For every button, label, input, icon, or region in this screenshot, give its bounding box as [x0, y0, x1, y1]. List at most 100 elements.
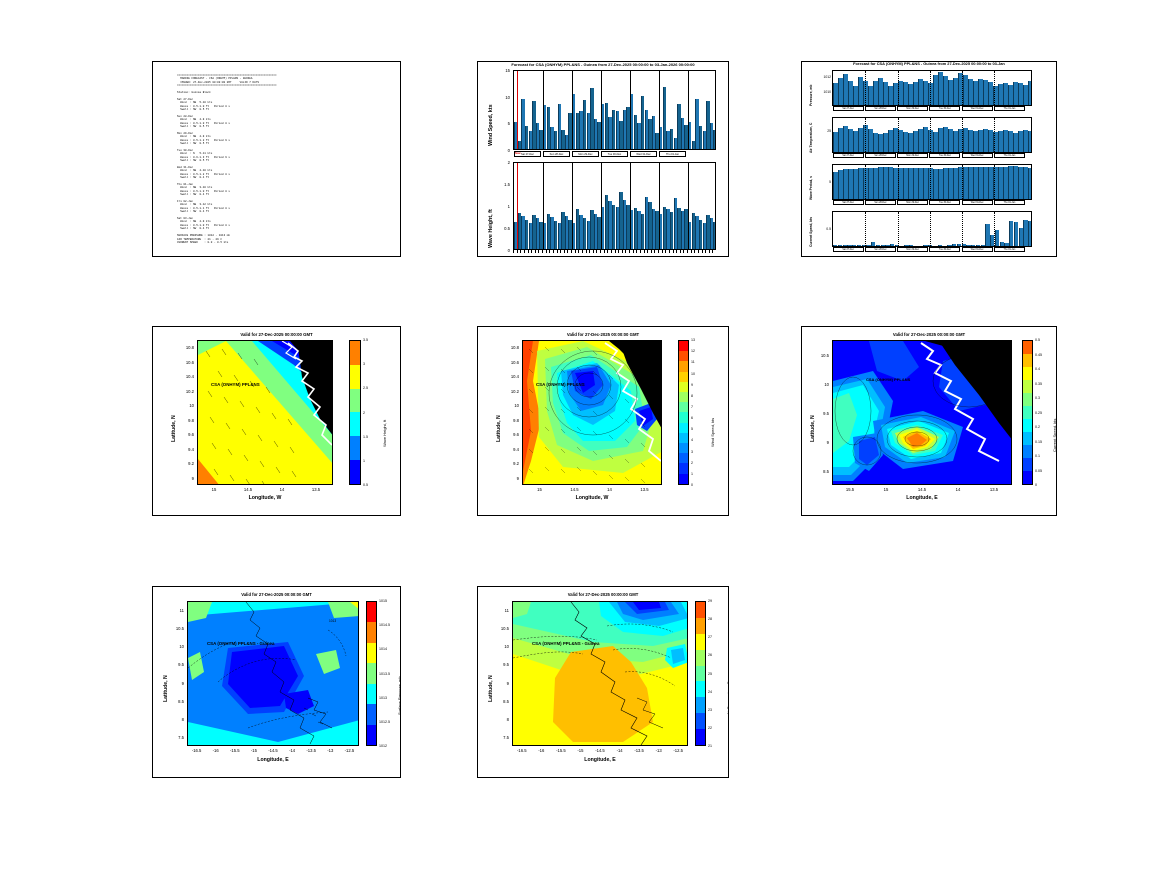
bar: [644, 197, 648, 249]
day-divider: [865, 118, 867, 152]
day-label-box: Sat 27-Dec: [832, 105, 864, 111]
report-line: Swell : SW 0.4 ft: [177, 210, 210, 214]
map-xtick: -15: [250, 748, 257, 753]
bar: [615, 110, 619, 149]
bar: [514, 221, 518, 249]
colorbar-tick: 1.5: [363, 434, 368, 439]
bar: [702, 131, 706, 149]
map-ytick: 10.6: [185, 359, 194, 365]
bar: [662, 87, 666, 149]
day-divider: [897, 71, 899, 105]
current-map-ylabel: Latitude, N: [810, 415, 816, 442]
day-separator: [572, 163, 573, 249]
colorbar-tick: 0: [691, 483, 693, 487]
colorbar-tick: 0.05: [1035, 468, 1042, 473]
wave-period-bars: [833, 165, 1031, 199]
bar: [888, 130, 893, 152]
map-ytick: 9: [506, 680, 509, 686]
day-divider: [994, 71, 996, 105]
bar: [880, 245, 885, 246]
bar: [706, 101, 710, 149]
wave-map-colorbar-label: Wave Height, ft: [382, 419, 387, 447]
panel-wind-wave-timeseries: Forecast for CSA (ONHYM) PPL&NS - Guinea…: [477, 61, 729, 257]
chart-title-current-map: Valid for 27-Dec-2025 00:00:00 GMT: [892, 332, 966, 337]
bar: [838, 128, 843, 152]
bar: [662, 206, 666, 249]
bar: [1023, 130, 1028, 152]
bar: [550, 126, 554, 149]
report-line: MARINE FORECAST - CSA (ONHYM) PPL&NS - G…: [177, 77, 253, 81]
bar: [557, 223, 561, 249]
map-xtick: -13: [327, 748, 334, 753]
bar: [878, 78, 883, 105]
bar: [622, 199, 627, 249]
bar: [702, 222, 706, 249]
wave-ytick: 0: [507, 247, 510, 253]
bar: [680, 117, 685, 149]
map-ytick: 9.5: [503, 662, 509, 668]
colorbar-tick: 2: [691, 460, 693, 465]
chart-title-met: Forecast for CSA (ONHYM) PPL&NS - Guinea…: [853, 61, 1005, 66]
bar: [988, 167, 993, 199]
bar: [883, 81, 888, 105]
report-line: Swell : SW 0.5 ft: [177, 142, 210, 146]
map-ytick: 10.2: [510, 388, 519, 394]
map-xtick: -16.5: [517, 748, 527, 753]
pressure-map-plot: [187, 601, 359, 746]
bar: [564, 134, 569, 149]
bar: [980, 244, 985, 246]
bar: [933, 168, 938, 199]
bar: [680, 211, 685, 249]
panel-wind-speed-map: Valid for 27-Dec-2025 00:00:00 GMT: [477, 326, 729, 516]
bar: [1009, 220, 1014, 246]
colorbar-segment: [1023, 432, 1032, 445]
bar: [893, 83, 898, 105]
bar: [1018, 166, 1023, 199]
bar: [933, 131, 938, 152]
report-line: Waves : 0.5-1.0 ft Period 8 s: [177, 121, 231, 125]
day-label-box: Tue 30-Dec: [929, 246, 961, 252]
map-ytick: 10.4: [185, 374, 194, 380]
bar: [853, 131, 858, 152]
bar: [524, 125, 529, 149]
bar: [666, 131, 670, 149]
day-divider: [962, 165, 963, 199]
bar: [673, 197, 677, 249]
bar: [619, 191, 623, 249]
bar: [843, 125, 848, 152]
day-label-box: Sat 27-Dec: [832, 246, 864, 252]
bar: [966, 244, 971, 246]
bar: [913, 168, 918, 199]
colorbar-segment: [1023, 354, 1032, 367]
bar: [590, 88, 594, 149]
day-divider: [865, 71, 867, 105]
map-xtick: -16.5: [191, 748, 202, 753]
bar: [709, 123, 714, 149]
colorbar-tick: 0.25: [1035, 410, 1042, 415]
bar: [978, 79, 983, 105]
colorbar-segment: [696, 729, 705, 745]
bar: [938, 168, 943, 199]
bar: [847, 244, 852, 246]
wave-map-plot: [197, 340, 333, 485]
bar: [958, 73, 963, 105]
airtemp-map-colorbar: [695, 601, 706, 746]
map-xtick: 13.5: [311, 487, 321, 492]
colorbar-tick: 24: [708, 689, 712, 694]
map-ytick: 10: [504, 644, 509, 650]
bar: [564, 216, 569, 249]
bar: [985, 223, 990, 246]
bar: [894, 245, 900, 246]
airtemp-map-colorbar-label: Air Temperature, C: [726, 682, 729, 716]
bar: [517, 141, 521, 149]
bar: [858, 76, 863, 105]
report-line: Waves : 0.5-1.2 ft Period 9 s: [177, 138, 231, 142]
map-xtick: 15.5: [845, 487, 855, 492]
map-xtick: -16: [538, 748, 545, 753]
bar: [948, 168, 953, 199]
report-line: Swell : SW 0.4 ft: [177, 176, 210, 180]
bar: [1028, 220, 1031, 246]
map-ytick: 10: [179, 644, 184, 650]
colorbar-tick: 10: [691, 371, 695, 376]
now-marker-line: [517, 71, 518, 149]
